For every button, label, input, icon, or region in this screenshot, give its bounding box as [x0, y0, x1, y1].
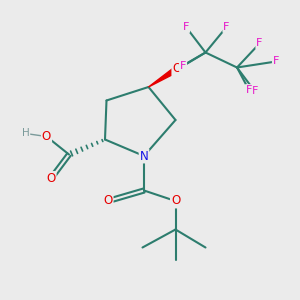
Text: F: F [223, 22, 230, 32]
Text: F: F [180, 61, 186, 71]
Text: O: O [103, 194, 112, 208]
Text: O: O [46, 172, 56, 185]
Text: F: F [246, 85, 252, 95]
Text: O: O [172, 62, 182, 76]
Polygon shape [148, 67, 178, 87]
Text: H: H [22, 128, 29, 139]
Text: F: F [183, 22, 189, 32]
Text: N: N [140, 149, 148, 163]
Text: O: O [42, 130, 51, 143]
Text: F: F [273, 56, 279, 67]
Text: O: O [171, 194, 180, 208]
Text: F: F [256, 38, 263, 49]
Text: F: F [252, 86, 258, 97]
